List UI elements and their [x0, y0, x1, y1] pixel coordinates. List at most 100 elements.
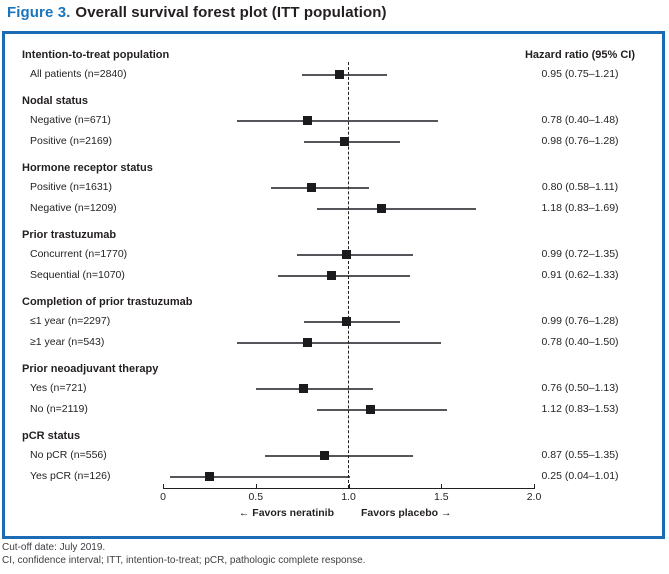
axis-tick	[163, 484, 164, 488]
ci-line	[316, 207, 477, 210]
footnote-abbreviations: CI, confidence interval; ITT, intention-…	[2, 554, 366, 566]
hr-value: 0.76 (0.50–1.13)	[541, 382, 619, 394]
axis-tick	[534, 484, 535, 488]
group-header-label: Nodal status	[22, 95, 89, 107]
hr-point-marker	[319, 451, 329, 460]
hr-point-marker	[327, 271, 337, 280]
figure-number-label: Figure 3.	[7, 4, 71, 21]
ci-line	[270, 186, 369, 189]
row-label: Concurrent (n=1770)	[30, 248, 128, 260]
footnote-cutoff-date: Cut-off date: July 2019.	[2, 542, 106, 553]
forest-row: Negative (n=1209) 1.18 (0.83–1.69)	[5, 198, 662, 219]
ci-line	[237, 341, 442, 344]
row-label: ≤1 year (n=2297)	[30, 315, 111, 327]
forest-row: No (n=2119) 1.12 (0.83–1.53)	[5, 399, 662, 420]
forest-row: All patients (n=2840) 0.95 (0.75–1.21)	[5, 64, 662, 85]
row-label: ≥1 year (n=543)	[30, 336, 105, 348]
axis-tick-label: 2.0	[526, 491, 542, 503]
hr-point-marker	[306, 183, 316, 192]
ci-line	[302, 73, 388, 76]
ci-line	[303, 140, 401, 143]
forest-group: Intention-to-treat population All patient…	[5, 46, 662, 85]
row-label: Positive (n=2169)	[30, 135, 113, 147]
ci-line	[255, 387, 373, 390]
axis-tick-label: 0.5	[248, 491, 264, 503]
forest-group: Prior neoadjuvant therapy Yes (n=721) 0.76…	[5, 360, 662, 420]
group-header-label: Intention-to-treat population	[22, 49, 170, 61]
reference-line-hr-1	[348, 62, 349, 488]
hr-value: 0.25 (0.04–1.01)	[541, 470, 619, 482]
hr-value: 1.18 (0.83–1.69)	[541, 202, 619, 214]
hr-value: 0.87 (0.55–1.35)	[541, 449, 619, 461]
axis-tick-label: 0	[160, 491, 166, 503]
axis-tick	[255, 484, 257, 488]
figure-footnotes: Cut-off date: July 2019. CI, confidence …	[2, 542, 366, 567]
hr-point-marker	[340, 137, 350, 146]
group-header-label: Prior neoadjuvant therapy	[22, 363, 159, 375]
hr-value: 0.98 (0.76–1.28)	[541, 135, 619, 147]
group-header-label: pCR status	[22, 430, 81, 442]
forest-row: ≤1 year (n=2297) 0.99 (0.76–1.28)	[5, 311, 662, 332]
group-header-label: Completion of prior trastuzumab	[22, 296, 193, 308]
forest-plot-box: Hazard ratio (95% CI) Intention-to-treat…	[2, 31, 665, 539]
forest-group: Prior trastuzumab Concurrent (n=1770) 0.99…	[5, 226, 662, 286]
forest-row: ≥1 year (n=543) 0.78 (0.40–1.50)	[5, 332, 662, 353]
forest-row: Sequential (n=1070) 0.91 (0.62–1.33)	[5, 265, 662, 286]
hr-value: 1.12 (0.83–1.53)	[541, 403, 619, 415]
ci-line	[296, 253, 414, 256]
hr-value: 0.95 (0.75–1.21)	[541, 68, 619, 80]
row-label: Sequential (n=1070)	[30, 269, 125, 281]
row-label: Negative (n=1209)	[30, 202, 117, 214]
group-header-label: Prior trastuzumab	[22, 229, 117, 241]
hr-value: 0.80 (0.58–1.11)	[541, 181, 619, 193]
hr-value: 0.78 (0.40–1.48)	[541, 114, 619, 126]
forest-group: Completion of prior trastuzumab ≤1 year (…	[5, 293, 662, 353]
row-label: Positive (n=1631)	[30, 181, 113, 193]
row-label: No (n=2119)	[30, 403, 88, 415]
forest-row: Concurrent (n=1770) 0.99 (0.72–1.35)	[5, 244, 662, 265]
hr-point-marker	[303, 338, 313, 347]
forest-row: Yes (n=721) 0.76 (0.50–1.13)	[5, 378, 662, 399]
row-label: Negative (n=671)	[30, 114, 111, 126]
group-header-label: Hormone receptor status	[22, 162, 153, 174]
forest-row: Negative (n=671) 0.78 (0.40–1.48)	[5, 110, 662, 131]
hr-value: 0.91 (0.62–1.33)	[541, 269, 619, 281]
ci-line	[316, 408, 447, 411]
favors-neratinib-label: ← Favors neratinib	[238, 507, 334, 519]
forest-row: Yes pCR (n=126) 0.25 (0.04–1.01)	[5, 466, 662, 487]
forest-group: pCR status No pCR (n=556) 0.87 (0.55–1.35)…	[5, 427, 662, 487]
hr-point-marker	[299, 384, 309, 393]
figure-title-text: Overall survival forest plot (ITT popula…	[75, 4, 387, 21]
row-label: Yes pCR (n=126)	[30, 470, 111, 482]
forest-group: Hormone receptor status Positive (n=1631)…	[5, 159, 662, 219]
figure-title: Figure 3. Overall survival forest plot (I…	[7, 4, 387, 21]
hr-value: 0.99 (0.76–1.28)	[541, 315, 619, 327]
forest-row: Positive (n=1631) 0.80 (0.58–1.11)	[5, 177, 662, 198]
ci-line	[170, 475, 351, 478]
hr-point-marker	[204, 472, 214, 481]
row-label: Yes (n=721)	[30, 382, 87, 394]
hr-point-marker	[334, 70, 344, 79]
forest-row: Positive (n=2169) 0.98 (0.76–1.28)	[5, 131, 662, 152]
forest-plot-rows: Intention-to-treat population All patient…	[5, 46, 662, 487]
ci-line	[237, 119, 438, 122]
hr-value: 0.78 (0.40–1.50)	[541, 336, 619, 348]
axis-tick-label: 1.5	[433, 491, 449, 503]
x-axis-line	[163, 488, 535, 489]
hr-point-marker	[377, 204, 387, 213]
axis-tick-label: 1.0	[341, 491, 356, 503]
ci-line	[303, 320, 401, 323]
ci-line	[265, 454, 414, 457]
axis-tick	[441, 484, 443, 488]
hr-point-marker	[303, 116, 313, 125]
hazard-ratio-column-header: Hazard ratio (95% CI)	[524, 49, 636, 61]
hr-point-marker	[342, 250, 352, 259]
row-label: No pCR (n=556)	[30, 449, 107, 461]
row-label: All patients (n=2840)	[30, 68, 127, 80]
hr-value: 0.99 (0.72–1.35)	[541, 248, 619, 260]
axis-tick	[348, 484, 350, 488]
hr-point-marker	[366, 405, 376, 414]
ci-line	[278, 274, 410, 277]
forest-row: No pCR (n=556) 0.87 (0.55–1.35)	[5, 445, 662, 466]
